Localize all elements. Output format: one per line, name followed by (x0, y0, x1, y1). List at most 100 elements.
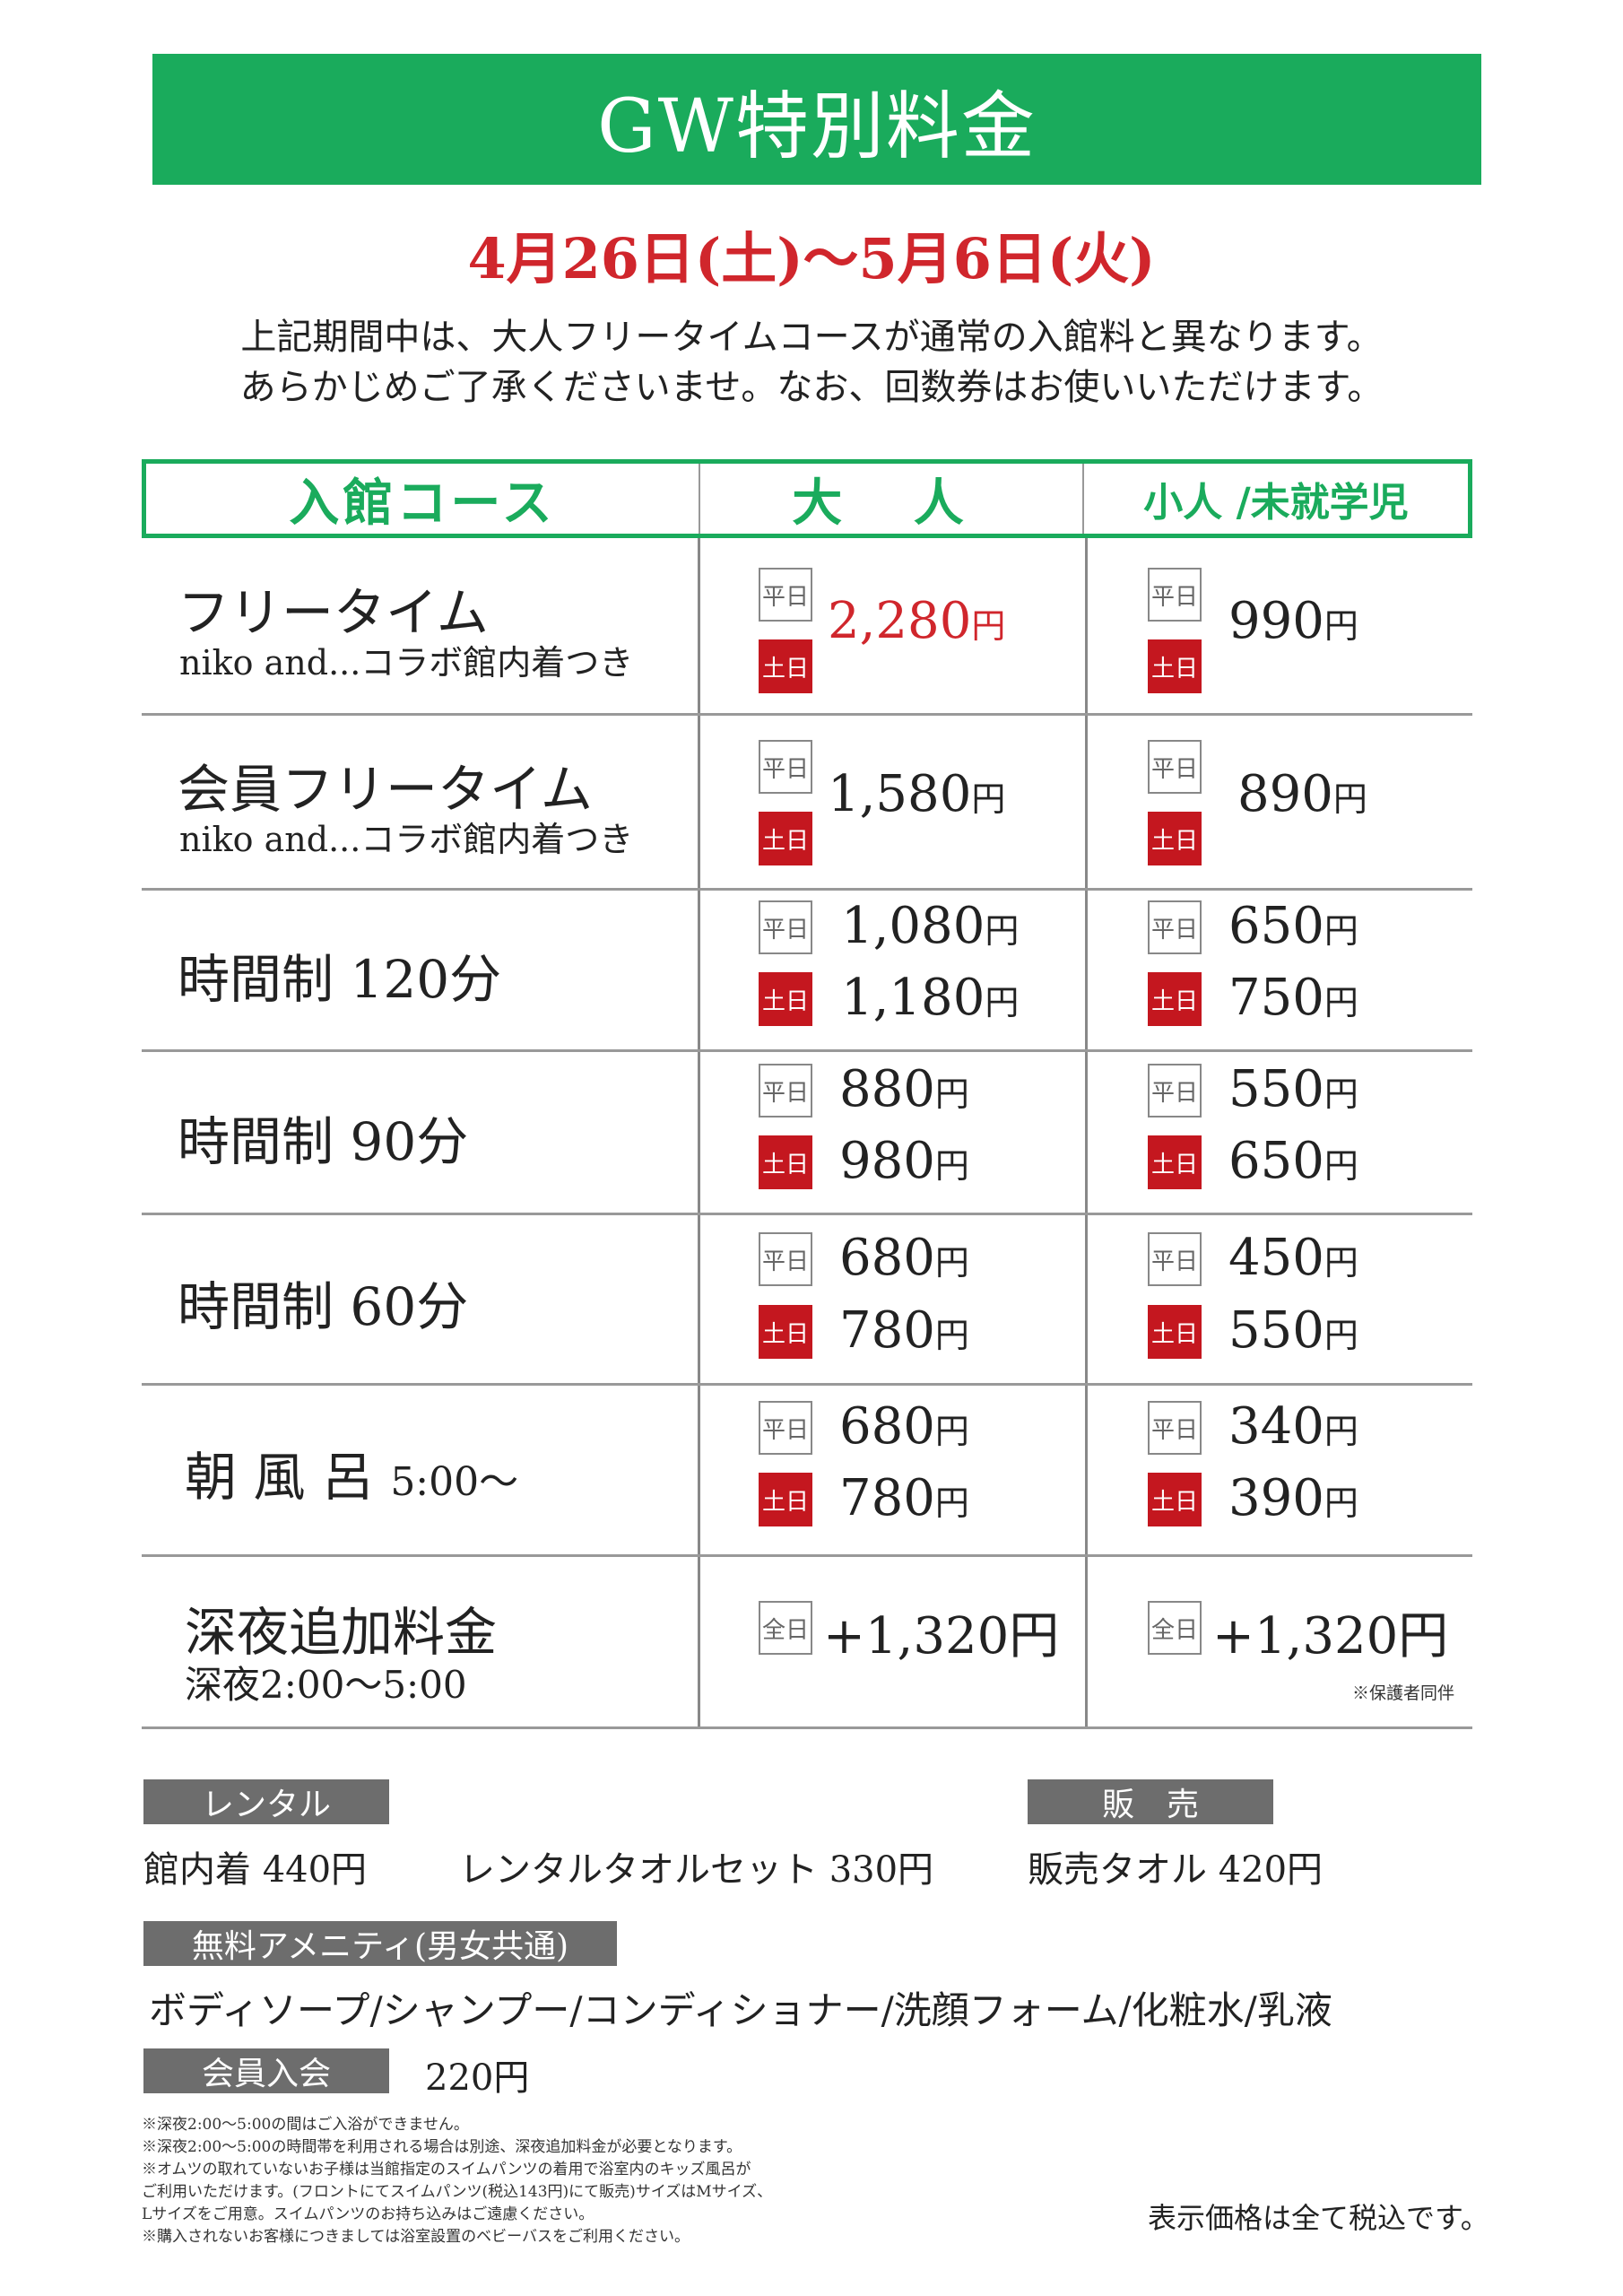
adult-surcharge: +1,320円 (823, 1607, 1060, 1665)
adult-price: 2,280円 (828, 592, 1006, 650)
weekday-badge: 平日 (759, 568, 812, 622)
weekday-badge: 平日 (759, 1232, 812, 1286)
adult-weekend-price: 1,180円 (841, 969, 1020, 1027)
header-course: 入館コース (146, 464, 700, 534)
adult-weekend-price: 780円 (839, 1301, 969, 1360)
weekend-badge: 土日 (759, 1305, 812, 1359)
footnotes: ※深夜2:00～5:00の間はご入浴ができません。 ※深夜2:00～5:00の時… (142, 2114, 772, 2248)
adult-weekday-price: 680円 (839, 1229, 969, 1287)
column-divider (698, 538, 700, 1726)
course-name: フリータイム (178, 582, 489, 643)
footnote-line: ※深夜2:00～5:00の間はご入浴ができません。 (142, 2116, 469, 2134)
course-time: 5:00～ (390, 1459, 519, 1505)
weekend-badge: 土日 (1148, 639, 1202, 693)
course-note: niko and...コラボ館内着つき (179, 820, 634, 859)
footnote-line: ※購入されないお客様につきましては浴室設置のベビーバスをご利用ください。 (142, 2228, 690, 2246)
weekend-badge: 土日 (759, 1135, 812, 1189)
weekend-badge: 土日 (759, 812, 812, 865)
intro-line-2: あらかじめご了承くださいませ。なお、回数券はお使いいただけます。 (239, 367, 1384, 408)
course-name: 会員フリータイム (178, 759, 593, 820)
row-divider (142, 713, 1472, 716)
weekday-badge: 平日 (759, 1064, 812, 1118)
adult-weekend-price: 780円 (839, 1469, 969, 1527)
table-row: 会員フリータイム niko and...コラボ館内着つき 平日 土日 1,580… (142, 713, 1472, 888)
weekend-badge: 土日 (759, 1473, 812, 1526)
weekend-badge: 土日 (1148, 1135, 1202, 1189)
weekend-badge: 土日 (1148, 812, 1202, 865)
adult-weekday-price: 880円 (839, 1060, 969, 1118)
child-weekend-price: 390円 (1228, 1469, 1358, 1527)
row-divider (142, 1383, 1472, 1386)
course-note: 深夜2:00～5:00 (185, 1663, 467, 1707)
child-price: 890円 (1237, 765, 1367, 823)
amenity-label: 無料アメニティ(男女共通) (143, 1921, 617, 1966)
weekday-badge: 平日 (759, 1401, 812, 1455)
weekday-badge: 平日 (759, 900, 812, 954)
table-bottom-border (142, 1726, 1472, 1729)
table-row: 時間制 90分 平日 880円 土日 980円 平日 550円 土日 650円 (142, 1049, 1472, 1213)
rental-label: レンタル (143, 1779, 389, 1824)
page-title: GW特別料金 (597, 83, 1037, 170)
membership-label: 会員入会 (143, 2048, 389, 2093)
amenity-list: ボディソープ/シャンプー/コンディショナー/洗顔フォーム/化粧水/乳液 (149, 1988, 1332, 2032)
adult-price: 1,580円 (828, 765, 1006, 823)
footnote-line: ご利用いただけます。(フロントにてスイムパンツ(税込143円)にて販売)サイズは… (142, 2183, 773, 2201)
header-adult: 大 人 (700, 464, 1084, 534)
weekend-badge: 土日 (1148, 1473, 1202, 1526)
weekday-badge: 平日 (1148, 900, 1202, 954)
adult-weekday-price: 1,080円 (841, 897, 1020, 955)
weekend-badge: 土日 (1148, 972, 1202, 1026)
weekday-badge: 平日 (1148, 740, 1202, 794)
child-weekday-price: 340円 (1228, 1397, 1358, 1456)
child-weekend-price: 750円 (1228, 969, 1358, 1027)
footnote-line: ※深夜2:00～5:00の時間帯を利用される場合は別途、深夜追加料金が必要となり… (142, 2138, 742, 2156)
row-divider (142, 1049, 1472, 1052)
footnote-line: Lサイズをご用意。スイムパンツのお持ち込みはご遠慮ください。 (142, 2205, 595, 2223)
table-row: 深夜追加料金 深夜2:00～5:00 全日 +1,320円 全日 +1,320円… (142, 1554, 1472, 1726)
intro-line-1: 上記期間中は、大人フリータイムコースが通常の入館料と異なります。 (240, 317, 1383, 358)
child-weekday-price: 650円 (1228, 897, 1358, 955)
weekday-badge: 平日 (759, 740, 812, 794)
course-name: 朝 風 呂 5:00～ (185, 1447, 519, 1508)
column-divider (1085, 538, 1088, 1726)
table-row: フリータイム niko and...コラボ館内着つき 平日 土日 2,280円 … (142, 538, 1472, 713)
allday-badge: 全日 (759, 1601, 812, 1655)
title-banner: GW特別料金 (152, 54, 1481, 185)
period-dates: 4月26日(土)～5月6日(火) (467, 226, 1156, 291)
row-divider (142, 888, 1472, 891)
child-weekday-price: 450円 (1228, 1229, 1358, 1287)
membership-price: 220円 (425, 2057, 530, 2099)
footnote-line: ※オムツの取れていないお子様は当館指定のスイムパンツの着用で浴室内のキッズ風呂が (142, 2161, 751, 2179)
course-name: 時間制 90分 (178, 1111, 469, 1172)
child-price: 990円 (1228, 592, 1358, 650)
weekday-badge: 平日 (1148, 1232, 1202, 1286)
course-name: 時間制 120分 (178, 949, 502, 1010)
weekend-badge: 土日 (759, 972, 812, 1026)
price-table-header: 入館コース 大 人 小人 /未就学児 (142, 459, 1472, 538)
course-note: niko and...コラボ館内着つき (179, 643, 634, 683)
weekend-badge: 土日 (759, 639, 812, 693)
sale-label: 販 売 (1028, 1779, 1273, 1824)
child-weekend-price: 650円 (1228, 1132, 1358, 1190)
allday-badge: 全日 (1148, 1601, 1202, 1655)
child-surcharge: +1,320円 (1212, 1607, 1449, 1665)
header-child: 小人 /未就学児 (1143, 480, 1409, 526)
table-row: 朝 風 呂 5:00～ 平日 680円 土日 780円 平日 340円 土日 3… (142, 1383, 1472, 1554)
child-weekday-price: 550円 (1228, 1060, 1358, 1118)
rental-item-towel: レンタルタオルセット 330円 (459, 1849, 934, 1891)
weekday-badge: 平日 (1148, 568, 1202, 622)
adult-weekend-price: 980円 (839, 1132, 969, 1190)
child-weekend-price: 550円 (1228, 1301, 1358, 1360)
weekday-badge: 平日 (1148, 1064, 1202, 1118)
sale-item-towel: 販売タオル 420円 (1028, 1849, 1324, 1891)
tax-note: 表示価格は全て税込です。 (1148, 2201, 1489, 2235)
course-name: 深夜追加料金 (185, 1602, 498, 1663)
intro-text: 上記期間中は、大人フリータイムコースが通常の入館料と異なります。 あらかじめご了… (0, 312, 1623, 413)
table-row: 時間制 120分 平日 1,080円 土日 1,180円 平日 650円 土日 … (142, 888, 1472, 1049)
course-name: 時間制 60分 (178, 1276, 469, 1337)
rental-item-wear: 館内着 440円 (143, 1849, 368, 1891)
row-divider (142, 1554, 1472, 1557)
row-divider (142, 1213, 1472, 1215)
weekday-badge: 平日 (1148, 1401, 1202, 1455)
weekend-badge: 土日 (1148, 1305, 1202, 1359)
